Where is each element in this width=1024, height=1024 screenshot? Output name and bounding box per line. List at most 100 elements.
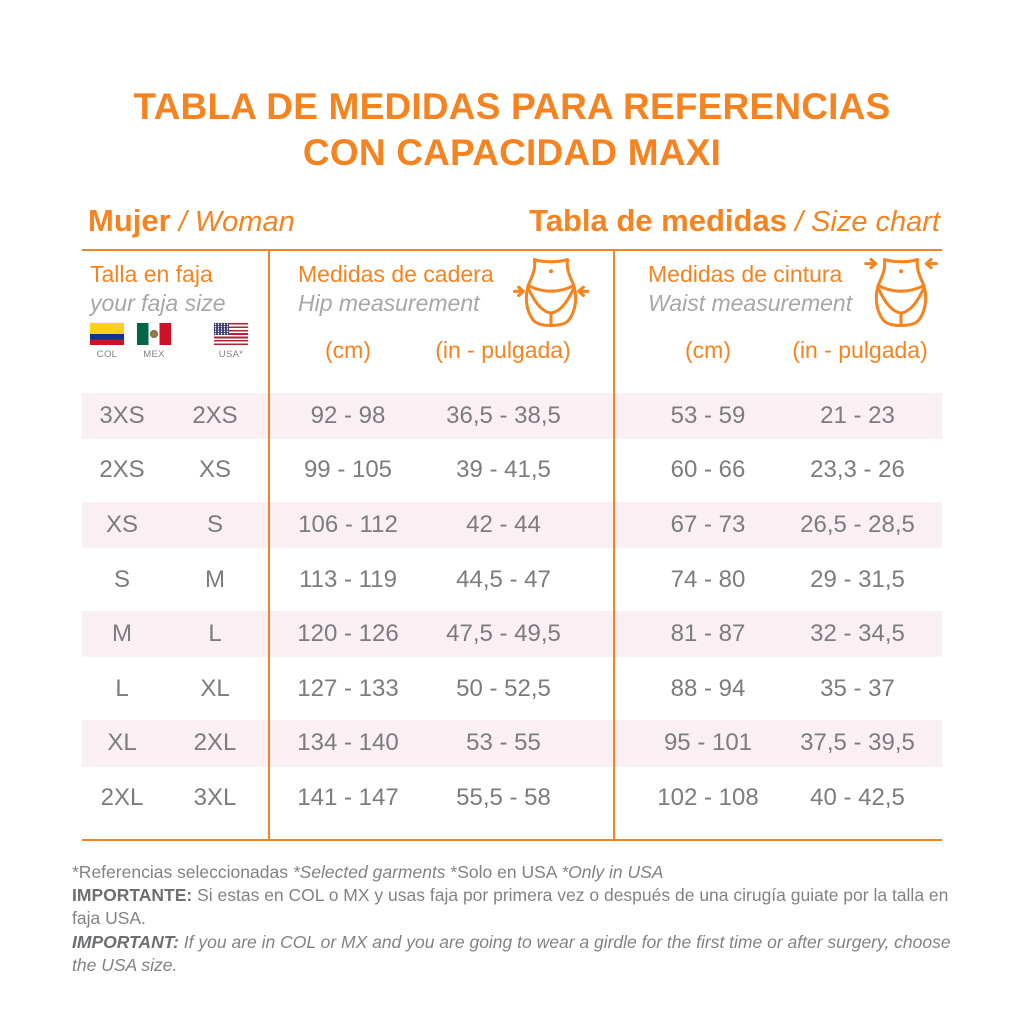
table-cell: 37,5 - 39,5 xyxy=(800,729,915,757)
table-row: S M 113 - 119 44,5 - 47 74 - 80 29 - 31,5 xyxy=(82,552,942,607)
waist-unit-in: (in - pulgada) xyxy=(792,336,928,363)
important-text-es: Si estas en COL o MX y usas faja por pri… xyxy=(72,885,949,929)
footnote-references-es2: *Solo en USA xyxy=(450,862,562,883)
mexico-flag xyxy=(137,322,171,345)
footnote-important-es: IMPORTANTE: Si estas en COL o MX y usas … xyxy=(72,884,964,930)
waist-column-subtitle: Waist measurement xyxy=(648,289,853,316)
important-label-en: IMPORTANT: xyxy=(72,931,179,952)
table-cell: 74 - 80 xyxy=(670,565,746,593)
table-row: M L 120 - 126 47,5 - 49,5 81 - 87 32 - 34,5 xyxy=(82,606,942,662)
table-cell: 141 - 147 xyxy=(297,783,399,811)
table-cell: M xyxy=(112,620,132,648)
footnote-references-en2: *Only in USA xyxy=(561,862,664,883)
table-cell: 95 - 101 xyxy=(663,729,753,757)
country-flags: COL MEX USA* xyxy=(90,322,248,360)
hip-unit-in: (in - pulgada) xyxy=(435,336,571,363)
table-header: Talla en faja your faja size COL MEX USA… xyxy=(82,251,942,389)
waist-column-title: Medidas de cintura xyxy=(648,260,843,287)
table-cell: 53 - 55 xyxy=(466,729,541,757)
hip-column-header: Medidas de cadera Hip measurement xyxy=(298,260,494,319)
table-cell: XL xyxy=(200,674,230,702)
table-cell: 88 - 94 xyxy=(670,674,746,702)
size-column-header: Talla en faja your faja size xyxy=(90,260,226,319)
table-cell: 55,5 - 58 xyxy=(456,783,551,811)
table-cell: 21 - 23 xyxy=(820,401,895,429)
table-cell: XS xyxy=(198,456,231,484)
table-cell: 106 - 112 xyxy=(298,510,398,538)
hip-measurement-icon xyxy=(512,256,590,334)
table-row: 3XS 2XS 92 - 98 36,5 - 38,5 53 - 59 21 - 23 xyxy=(82,388,942,444)
table-cell: XL xyxy=(107,729,137,757)
table-cell: 42 - 44 xyxy=(466,510,541,538)
table-row: XL 2XL 134 - 140 53 - 55 95 - 101 37,5 - 39,5 xyxy=(82,716,942,771)
size-chart-heading: Tabla de medidas / Size chart xyxy=(529,203,940,239)
page-title-line1: TABLA DE MEDIDAS PARA REFERENCIAS xyxy=(133,86,891,127)
waist-unit-cm: (cm) xyxy=(685,336,731,363)
table-cell: 29 - 31,5 xyxy=(810,565,905,593)
table-cell: 53 - 59 xyxy=(670,401,746,429)
table-cell: 40 - 42,5 xyxy=(810,783,905,811)
waist-measurement-icon xyxy=(862,256,940,334)
mexico-flag-group: MEX xyxy=(137,322,171,360)
footnote-references: *Referencias seleccionadas *Selected gar… xyxy=(72,861,964,884)
hip-unit-cm: (cm) xyxy=(325,336,371,363)
table-cell: 35 - 37 xyxy=(820,674,895,702)
footnote-references-en1: *Selected garments xyxy=(292,862,451,883)
column-divider-1 xyxy=(268,250,270,840)
table-cell: 26,5 - 28,5 xyxy=(800,510,915,538)
table-cell: 81 - 87 xyxy=(670,620,746,648)
colombia-flag-label: COL xyxy=(96,348,118,360)
table-body: 3XS 2XS 92 - 98 36,5 - 38,5 53 - 59 21 - 23 2X… xyxy=(82,388,942,826)
colombia-flag-group: COL xyxy=(90,322,124,360)
table-cell: XS xyxy=(105,510,138,538)
gender-heading-es: Mujer xyxy=(88,202,171,238)
hip-column-title: Medidas de cadera xyxy=(298,260,494,287)
table-cell: 134 - 140 xyxy=(297,729,399,757)
table-row: 2XL 3XL 141 - 147 55,5 - 58 102 - 108 40 - 42… xyxy=(82,771,942,826)
size-column-subtitle: your faja size xyxy=(90,289,226,316)
table-cell: 3XL xyxy=(193,783,237,811)
table-cell: 127 - 133 xyxy=(297,674,399,702)
important-label-es: IMPORTANTE: xyxy=(72,885,193,906)
hip-column-subtitle: Hip measurement xyxy=(298,289,480,316)
table-cell: 3XS xyxy=(99,401,145,429)
table-cell: 99 - 105 xyxy=(303,456,393,484)
table-cell: 44,5 - 47 xyxy=(456,565,551,593)
table-cell: 120 - 126 xyxy=(297,620,399,648)
footnote-references-es1: *Referencias seleccionadas xyxy=(72,862,293,883)
table-cell: 102 - 108 xyxy=(657,783,759,811)
table-cell: 2XS xyxy=(192,401,238,429)
column-divider-2 xyxy=(613,250,615,840)
colombia-flag xyxy=(90,322,124,345)
table-cell: 47,5 - 49,5 xyxy=(446,620,561,648)
table-cell: M xyxy=(205,565,225,593)
table-row: L XL 127 - 133 50 - 52,5 88 - 94 35 - 37 xyxy=(82,661,942,716)
important-text-en: If you are in COL or MX and you are goin… xyxy=(72,931,951,975)
size-chart-heading-en: / Size chart xyxy=(794,205,940,238)
table-cell: S xyxy=(113,565,130,593)
footnote-important-en: IMPORTANT: If you are in COL or MX and y… xyxy=(72,931,964,977)
table-cell: 50 - 52,5 xyxy=(456,674,551,702)
table-cell: 36,5 - 38,5 xyxy=(446,401,561,429)
usa-flag xyxy=(214,322,248,345)
table-cell: 32 - 34,5 xyxy=(810,620,905,648)
size-table: Talla en faja your faja size COL MEX USA… xyxy=(82,248,942,842)
table-cell: L xyxy=(208,620,222,648)
usa-flag-label: USA* xyxy=(218,348,244,360)
page-title-line2: CON CAPACIDAD MAXI xyxy=(302,132,722,174)
usa-flag-group: USA* xyxy=(214,322,248,360)
page-title: TABLA DE MEDIDAS PARA REFERENCIAS CON CA… xyxy=(0,84,1024,177)
table-cell: 2XL xyxy=(193,729,237,757)
size-column-title: Talla en faja xyxy=(90,260,213,287)
size-chart-heading-es: Tabla de medidas xyxy=(529,202,787,238)
table-cell: S xyxy=(206,510,223,538)
table-cell: 2XS xyxy=(99,456,145,484)
table-cell: 2XL xyxy=(100,783,144,811)
table-cell: 67 - 73 xyxy=(670,510,746,538)
footnotes: *Referencias seleccionadas *Selected gar… xyxy=(72,861,964,976)
table-cell: 113 - 119 xyxy=(299,565,397,593)
table-cell: 39 - 41,5 xyxy=(456,456,551,484)
gender-heading-en: / Woman xyxy=(178,205,295,238)
gender-heading: Mujer / Woman xyxy=(88,203,295,239)
table-row: 2XS XS 99 - 105 39 - 41,5 60 - 66 23,3 - 26 xyxy=(82,443,942,498)
